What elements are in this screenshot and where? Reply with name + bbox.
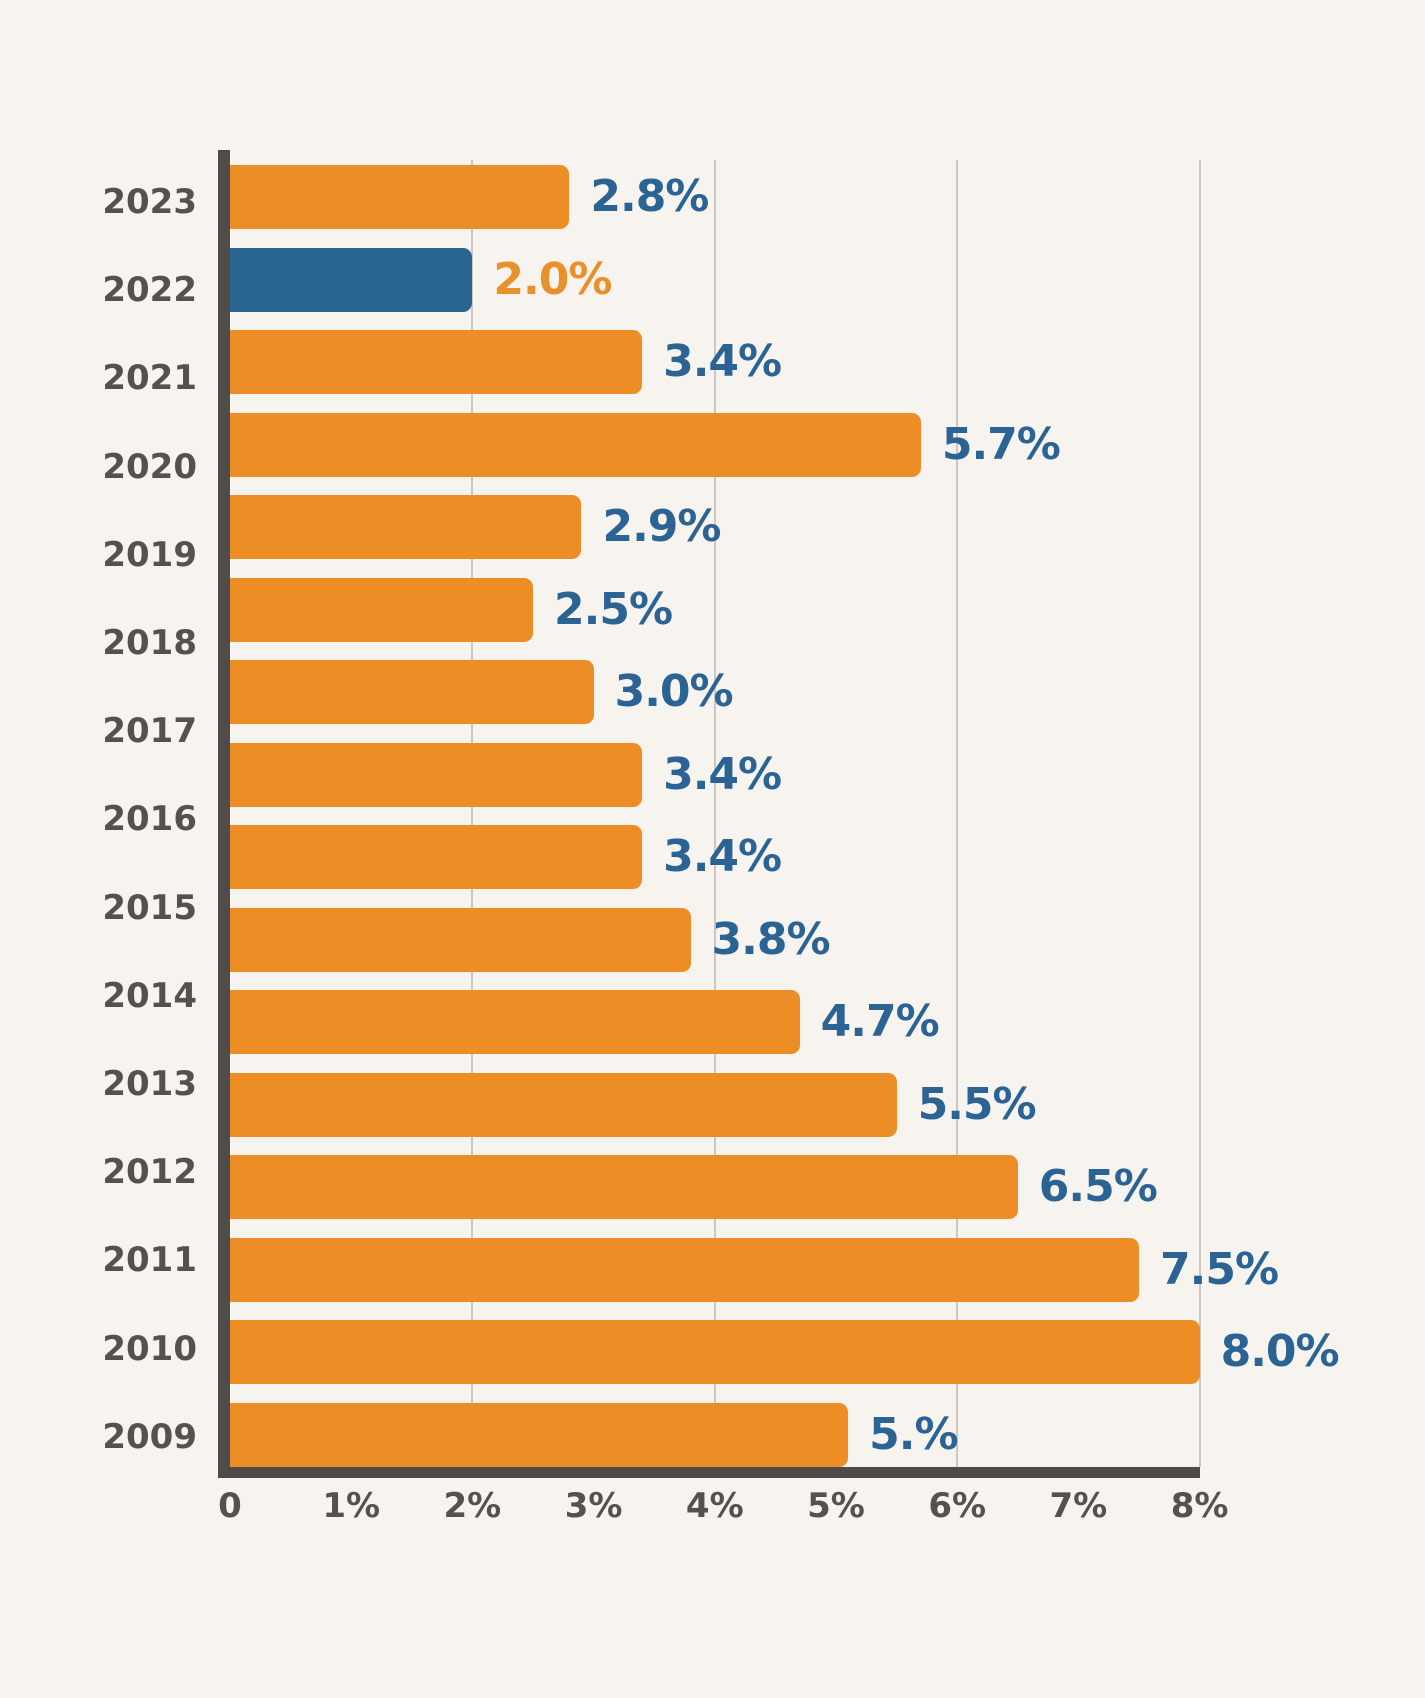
bar-16-5.pct	[230, 1402, 849, 1467]
bar-8-3.4pct	[230, 742, 643, 807]
bar-11-4.7pct	[230, 990, 800, 1054]
year-label-2011: 2011	[102, 1240, 197, 1281]
bar-2-2.0pct	[230, 247, 473, 312]
bar-value-label-3: 3.4%	[663, 336, 782, 387]
bar-value-label-5: 2.9%	[602, 501, 721, 552]
bar-10-3.8pct	[230, 907, 691, 972]
bar-value-label-9: 3.4%	[663, 831, 782, 882]
year-label-2015: 2015	[102, 887, 197, 928]
bar-value-label-14: 7.5%	[1160, 1243, 1279, 1295]
bar-value-label-7: 3.0%	[614, 666, 734, 717]
x-tick-label-4pct: 4%	[685, 1486, 744, 1526]
bar-value-label-4: 5.7%	[941, 418, 1061, 470]
x-tick-label-6pct: 6%	[928, 1486, 987, 1526]
bar-9-3.4pct	[230, 825, 643, 889]
bar-4-5.7pct	[230, 412, 921, 477]
bar-5-2.9pct	[230, 495, 582, 559]
x-tick-label-7pct: 7%	[1049, 1486, 1108, 1526]
bar-value-label-2: 2.0%	[493, 253, 612, 305]
year-label-2012: 2012	[102, 1152, 197, 1193]
year-label-2009: 2009	[102, 1416, 197, 1457]
bar-6-2.5pct	[230, 577, 533, 642]
x-tick-label-5pct: 5%	[807, 1486, 865, 1526]
bar-value-label-16: 5.%	[869, 1408, 958, 1460]
x-axis-line	[218, 1467, 1200, 1478]
year-label-2014: 2014	[102, 975, 197, 1016]
bar-value-label-6: 2.5%	[554, 583, 673, 635]
bar-value-label-15: 8.0%	[1220, 1326, 1340, 1377]
bar-15-8.0pct	[230, 1320, 1200, 1384]
year-label-2013: 2013	[102, 1064, 197, 1104]
x-tick-label-1pct: 1%	[322, 1486, 381, 1526]
year-label-2019: 2019	[102, 534, 197, 575]
bar-value-label-1: 2.8%	[590, 171, 709, 222]
grid-line-4pct	[713, 160, 716, 1467]
x-tick-label-2pct: 2%	[443, 1486, 502, 1526]
bar-3-3.4pct	[230, 330, 643, 394]
bar-value-label-13: 6.5%	[1038, 1161, 1158, 1212]
bar-value-label-8: 3.4%	[663, 748, 782, 800]
bar-value-label-11: 4.7%	[820, 996, 940, 1047]
bar-7-3.0pct	[230, 660, 594, 724]
year-label-2017: 2017	[102, 711, 197, 752]
x-tick-label-3pct: 3%	[564, 1486, 623, 1526]
year-label-2021: 2021	[102, 358, 197, 399]
x-tick-label-0: 0	[218, 1486, 242, 1526]
y-axis-line	[218, 150, 230, 1478]
bar-12-5.5pct	[230, 1072, 897, 1137]
x-tick-label-8pct: 8%	[1170, 1486, 1229, 1526]
year-label-2016: 2016	[102, 799, 197, 840]
bar-value-label-10: 3.8%	[711, 913, 831, 965]
year-label-2023: 2023	[102, 182, 197, 222]
year-label-2018: 2018	[102, 623, 197, 663]
grid-line-6pct	[956, 160, 959, 1467]
grid-line-2pct	[471, 160, 474, 1467]
bar-value-label-12: 5.5%	[917, 1078, 1037, 1130]
year-label-2022: 2022	[102, 270, 197, 311]
bar-13-6.5pct	[230, 1155, 1018, 1219]
bar-1-2.8pct	[230, 165, 570, 229]
year-label-2020: 2020	[102, 446, 197, 487]
year-label-2010: 2010	[102, 1328, 197, 1369]
bar-14-7.5pct	[230, 1237, 1139, 1302]
grid-line-8pct	[1198, 160, 1201, 1467]
